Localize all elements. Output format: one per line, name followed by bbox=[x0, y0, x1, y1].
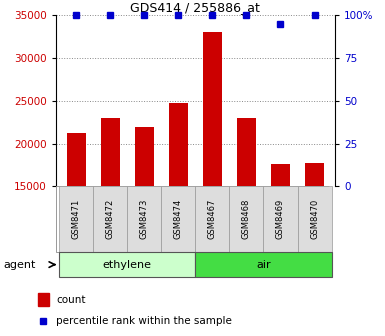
Text: air: air bbox=[256, 260, 271, 269]
Text: GSM8474: GSM8474 bbox=[174, 199, 183, 239]
Text: GSM8470: GSM8470 bbox=[310, 199, 319, 239]
Bar bbox=[59, 252, 196, 277]
Bar bbox=[271, 164, 290, 315]
Title: GDS414 / 255886_at: GDS414 / 255886_at bbox=[131, 1, 260, 14]
Text: GSM8472: GSM8472 bbox=[106, 199, 115, 239]
Bar bbox=[67, 133, 85, 315]
Bar bbox=[59, 186, 93, 252]
Bar bbox=[93, 186, 127, 252]
Bar bbox=[203, 32, 222, 315]
Text: ethylene: ethylene bbox=[103, 260, 152, 269]
Text: GSM8468: GSM8468 bbox=[242, 199, 251, 240]
Bar bbox=[196, 252, 331, 277]
Bar bbox=[263, 186, 298, 252]
Bar bbox=[305, 163, 324, 315]
Bar bbox=[298, 186, 331, 252]
Text: GSM8471: GSM8471 bbox=[72, 199, 81, 239]
Bar bbox=[135, 127, 154, 315]
Text: GSM8467: GSM8467 bbox=[208, 199, 217, 240]
Bar bbox=[169, 103, 188, 315]
Text: agent: agent bbox=[4, 260, 36, 269]
Bar bbox=[101, 118, 120, 315]
Bar bbox=[127, 186, 161, 252]
Text: percentile rank within the sample: percentile rank within the sample bbox=[56, 316, 232, 326]
Bar bbox=[229, 186, 263, 252]
Bar bbox=[38, 293, 49, 306]
Bar bbox=[237, 118, 256, 315]
Text: GSM8469: GSM8469 bbox=[276, 199, 285, 239]
Bar bbox=[161, 186, 196, 252]
Bar bbox=[196, 186, 229, 252]
Text: count: count bbox=[56, 295, 86, 305]
Text: GSM8473: GSM8473 bbox=[140, 199, 149, 240]
